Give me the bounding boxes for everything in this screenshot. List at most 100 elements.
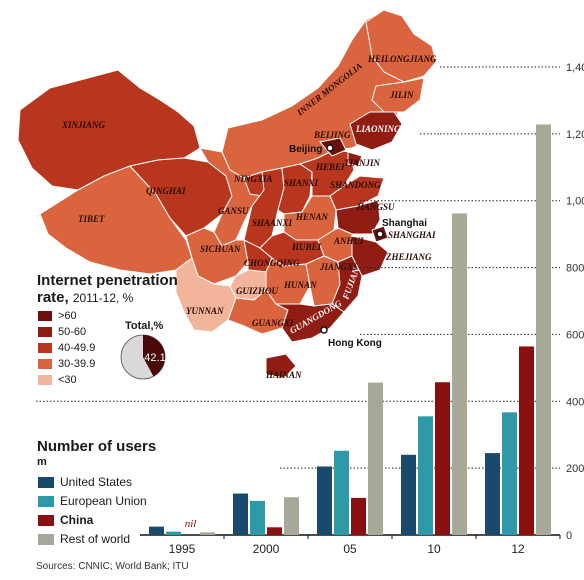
y-tick-label: 1,400	[566, 62, 584, 74]
map-label-jiangxi: JIANGXI	[319, 262, 357, 272]
x-tick-label: 1995	[169, 542, 196, 556]
bar-european-union-1995	[166, 531, 181, 535]
total-penetration-pie: 42.1	[120, 334, 166, 380]
china-map	[17, 9, 437, 379]
map-label-zhejiang: ZHEJIANG	[385, 252, 432, 262]
map-label-ningxia: NINGXIA	[233, 174, 273, 184]
map-label-jiangsu: JIANGSU	[355, 202, 395, 212]
map-region-tianjin	[347, 151, 363, 167]
bar-rest-of-world-2000	[284, 497, 299, 535]
y-tick-label: 600	[566, 329, 584, 341]
legend-item-european-union: European Union	[38, 493, 147, 509]
map-label-heilongjiang: HEILONGJIANG	[367, 54, 437, 64]
bar-china-10	[435, 382, 450, 535]
map-region-xinjiang	[17, 69, 201, 191]
penetration-subtitle-bold: rate,	[37, 289, 69, 306]
map-region-fujian	[331, 255, 363, 313]
total-label: Total,%	[125, 320, 164, 332]
users-legend-unit: m	[37, 456, 47, 468]
users-legend: United States European Union China Rest of …	[38, 474, 147, 550]
city-label-beijing: Beijing	[289, 144, 322, 155]
legend-label: United States	[60, 475, 133, 489]
bar-united-states-1995	[149, 526, 164, 535]
map-label-guizhou: GUIZHOU	[236, 286, 278, 296]
map-label-hunan: HUNAN	[283, 280, 317, 290]
map-label-hainan: HAINAN	[265, 370, 302, 380]
map-label-jilin: JILIN	[389, 90, 414, 100]
city-markers	[320, 144, 384, 334]
bar-rest-of-world-1995	[200, 532, 215, 535]
map-label-chongqing: CHONGQING	[244, 258, 300, 268]
legend-label: 30-39.9	[58, 357, 96, 370]
y-tick-label: 1,000	[566, 196, 584, 208]
penetration-subtitle: 2011-12, %	[72, 291, 134, 305]
penetration-legend-item: >60	[38, 308, 95, 323]
map-region-heilongjiang	[365, 9, 437, 83]
bar-rest-of-world-10	[452, 213, 467, 535]
legend-label: >60	[58, 309, 77, 322]
map-label-gansu: GANSU	[218, 206, 249, 216]
bar-china-2000	[267, 527, 282, 535]
y-tick-label: 0	[566, 530, 572, 542]
map-label-liaoning: LIAONING	[355, 124, 401, 134]
city-label-hong-kong: Hong Kong	[328, 338, 382, 349]
x-tick-label: 12	[511, 542, 525, 556]
map-label-hubei: HUBEI	[291, 242, 322, 252]
x-tick-label: 05	[343, 542, 357, 556]
legend-swatch	[38, 310, 52, 321]
map-label-shanghai: SHANGHAI	[388, 230, 436, 240]
legend-swatch	[38, 326, 52, 337]
legend-swatch	[38, 533, 54, 545]
bar-european-union-10	[418, 416, 433, 535]
map-label-shanxi: SHANXI	[284, 178, 319, 188]
legend-item-china: China	[38, 512, 147, 528]
penetration-legend: >60 50-60 40-49.9 30-39.9 <30	[38, 308, 95, 388]
penetration-legend-item: <30	[38, 372, 95, 387]
bar-european-union-12	[502, 412, 517, 535]
penetration-legend-title: Internet penetration rate, 2011-12, %	[37, 272, 178, 307]
y-tick-label: 200	[566, 463, 584, 475]
shanghai-dot	[376, 230, 384, 238]
map-label-beijing: BEIJING	[313, 130, 351, 140]
penetration-legend-item: 40-49.9	[38, 340, 95, 355]
legend-swatch	[38, 342, 52, 353]
map-region-jilin	[371, 77, 425, 113]
bar-rest-of-world-05	[368, 382, 383, 535]
penetration-legend-item: 30-39.9	[38, 356, 95, 371]
source-note: Sources: CNNIC; World Bank; ITU	[36, 561, 189, 572]
map-label-anhui: ANHUI	[333, 236, 364, 246]
penetration-legend-item: 50-60	[38, 324, 95, 339]
pie-value-label: 42.1	[144, 352, 165, 364]
legend-swatch	[38, 358, 52, 369]
hongkong-dot	[320, 326, 328, 334]
legend-label: European Union	[60, 494, 147, 508]
x-tick-label: 10	[427, 542, 441, 556]
legend-swatch	[38, 514, 54, 526]
legend-item-united-states: United States	[38, 474, 147, 490]
map-region-gansu	[199, 147, 265, 247]
users-legend-title: Number of users	[37, 438, 157, 455]
legend-swatch	[38, 476, 54, 488]
map-label-hebei: HEBEI	[315, 162, 345, 172]
legend-swatch	[38, 495, 54, 507]
map-label-shandong: SHANDONG	[330, 180, 381, 190]
beijing-dot	[326, 144, 334, 152]
legend-item-rest-of-world: Rest of world	[38, 531, 147, 547]
map-region-hainan	[265, 353, 297, 379]
bar-united-states-10	[401, 454, 416, 535]
penetration-title: Internet penetration	[37, 272, 178, 289]
bar-united-states-05	[317, 466, 332, 535]
bar-european-union-2000	[250, 500, 265, 535]
map-label-tibet: TIBET	[78, 214, 105, 224]
legend-label: <30	[58, 373, 77, 386]
y-tick-label: 400	[566, 396, 584, 408]
bar-united-states-12	[485, 453, 500, 535]
bar-european-union-05	[334, 450, 349, 535]
map-label-qinghai: QINGHAI	[146, 186, 186, 196]
map-label-yunnan: YUNNAN	[186, 306, 224, 316]
pie-online-slice	[143, 335, 166, 377]
bar-rest-of-world-12	[536, 124, 551, 536]
y-tick-label: 1,200	[566, 129, 584, 141]
legend-label: China	[60, 513, 94, 527]
